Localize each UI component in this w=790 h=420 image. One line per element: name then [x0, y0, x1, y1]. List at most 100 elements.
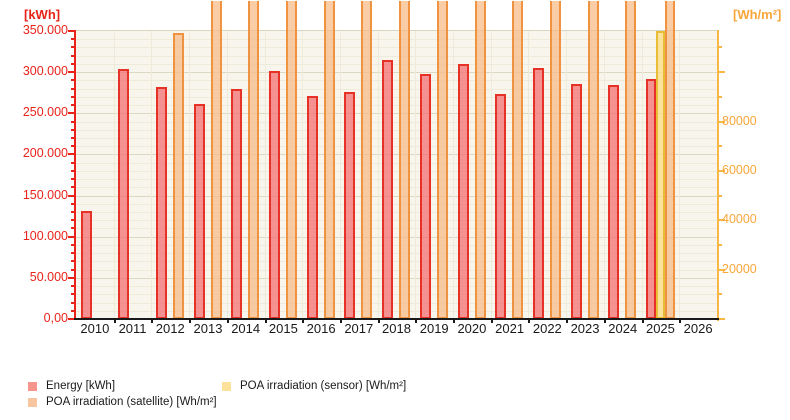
bar-satellite-2019[interactable] [436, 1, 448, 319]
gridline-horizontal [76, 277, 717, 279]
gridline-horizontal [76, 195, 717, 197]
gridline-horizontal [76, 63, 717, 65]
gridline-vertical [415, 31, 417, 319]
x-axis-year-label: 2010 [80, 321, 110, 336]
left-axis-tick [71, 104, 74, 107]
x-axis-year-label: 2020 [457, 321, 487, 336]
bar-energy-2011[interactable] [118, 68, 130, 319]
bar-energy-2020[interactable] [457, 63, 469, 319]
gridline-vertical [113, 31, 115, 319]
left-axis-tick [71, 243, 74, 246]
x-axis-tick [151, 318, 154, 323]
left-axis-tick-label: 350.000 [22, 23, 68, 37]
left-axis-tick-label: 200.000 [22, 146, 68, 161]
x-axis-year-label: 2015 [268, 321, 298, 336]
right-axis-tick [719, 219, 725, 222]
gridline-horizontal [76, 121, 717, 123]
gridline-horizontal [76, 261, 717, 263]
bar-satellite-2023[interactable] [587, 1, 599, 319]
left-axis-tick [71, 186, 74, 189]
bar-satellite-2025[interactable] [665, 1, 676, 319]
bar-satellite-2015[interactable] [286, 1, 298, 319]
gridline-vertical [377, 31, 379, 319]
gridline-vertical [603, 31, 605, 319]
gridline-vertical [302, 31, 304, 319]
bar-energy-2013[interactable] [193, 104, 205, 319]
x-axis-tick [113, 318, 116, 323]
bar-energy-2017[interactable] [344, 91, 356, 319]
bar-energy-2022[interactable] [532, 68, 544, 319]
bar-satellite-2016[interactable] [323, 1, 335, 319]
legend-label: Energy [kWh] [46, 380, 116, 392]
bar-energy-2025[interactable] [646, 78, 657, 319]
bar-energy-2012[interactable] [155, 86, 167, 319]
bar-energy-2023[interactable] [570, 83, 582, 319]
x-axis-tick [302, 318, 305, 323]
left-axis-tick [71, 293, 74, 296]
bar-energy-2010[interactable] [80, 211, 92, 319]
x-axis-tick [415, 318, 418, 323]
gridline-horizontal [76, 179, 717, 181]
x-axis-year-label: 2024 [608, 321, 638, 336]
bar-energy-2021[interactable] [495, 94, 507, 319]
gridline-horizontal [76, 302, 717, 304]
gridline-vertical [453, 31, 455, 319]
x-axis-tick [528, 318, 531, 323]
left-axis-tick [68, 194, 74, 197]
left-axis-tick-label: 100.000 [22, 228, 68, 243]
gridline-horizontal [76, 88, 717, 90]
bar-energy-2024[interactable] [608, 85, 620, 319]
left-axis-unit-label: [kWh] [24, 7, 61, 22]
left-axis-tick [71, 285, 74, 288]
bar-satellite-2021[interactable] [512, 1, 524, 319]
right-axis-line [717, 30, 719, 321]
bar-energy-2015[interactable] [269, 70, 281, 319]
x-axis-tick [339, 318, 342, 323]
right-axis-tick [719, 243, 722, 246]
x-axis-year-label: 2011 [118, 321, 147, 336]
gridline-horizontal [76, 212, 717, 214]
left-axis-tick [68, 276, 74, 279]
legend-item-sensor[interactable]: POA irradiation (sensor) [Wh/m²] [222, 379, 406, 393]
legend-item-satellite[interactable]: POA irradiation (satellite) [Wh/m²] [28, 395, 217, 409]
bar-energy-2014[interactable] [231, 88, 243, 319]
bar-sensor-2025[interactable] [656, 31, 666, 319]
gridline-horizontal [76, 105, 717, 107]
x-axis-year-label: 2012 [155, 321, 185, 336]
x-axis-tick [490, 318, 493, 323]
sensor-swatch-icon [222, 381, 231, 391]
bar-satellite-2013[interactable] [210, 1, 222, 319]
gridline-horizontal [76, 170, 717, 172]
right-axis-unit-label: [Wh/m²] [733, 7, 782, 22]
left-axis-tick [71, 87, 74, 90]
bar-satellite-2014[interactable] [248, 1, 260, 319]
gridline-vertical [264, 31, 266, 319]
gridline-horizontal [76, 310, 717, 312]
gridline-horizontal [76, 236, 717, 238]
legend-item-energy[interactable]: Energy [kWh] [28, 379, 115, 393]
x-axis-year-label: 2025 [645, 321, 675, 336]
x-axis-tick [566, 318, 569, 323]
gridline-horizontal [76, 47, 717, 49]
bar-satellite-2012[interactable] [172, 32, 184, 319]
gridline-horizontal [76, 253, 717, 255]
bar-satellite-2024[interactable] [625, 1, 637, 319]
bar-energy-2016[interactable] [306, 96, 318, 319]
gridline-horizontal [76, 294, 717, 296]
right-axis-tick [719, 268, 725, 271]
bar-satellite-2020[interactable] [474, 1, 486, 319]
bar-satellite-2022[interactable] [549, 1, 561, 319]
gridline-horizontal [76, 129, 717, 131]
gridline-vertical [226, 31, 228, 319]
left-axis-tick [71, 62, 74, 65]
bar-energy-2019[interactable] [419, 73, 431, 319]
right-axis-tick [719, 169, 725, 172]
bar-satellite-2017[interactable] [361, 1, 373, 319]
right-axis-tick [719, 293, 722, 296]
bar-satellite-2018[interactable] [399, 1, 411, 319]
gridline-horizontal [76, 162, 717, 164]
gridline-horizontal [76, 220, 717, 222]
left-axis-tick [68, 30, 74, 32]
right-axis-tick [719, 194, 722, 197]
bar-energy-2018[interactable] [382, 59, 394, 319]
